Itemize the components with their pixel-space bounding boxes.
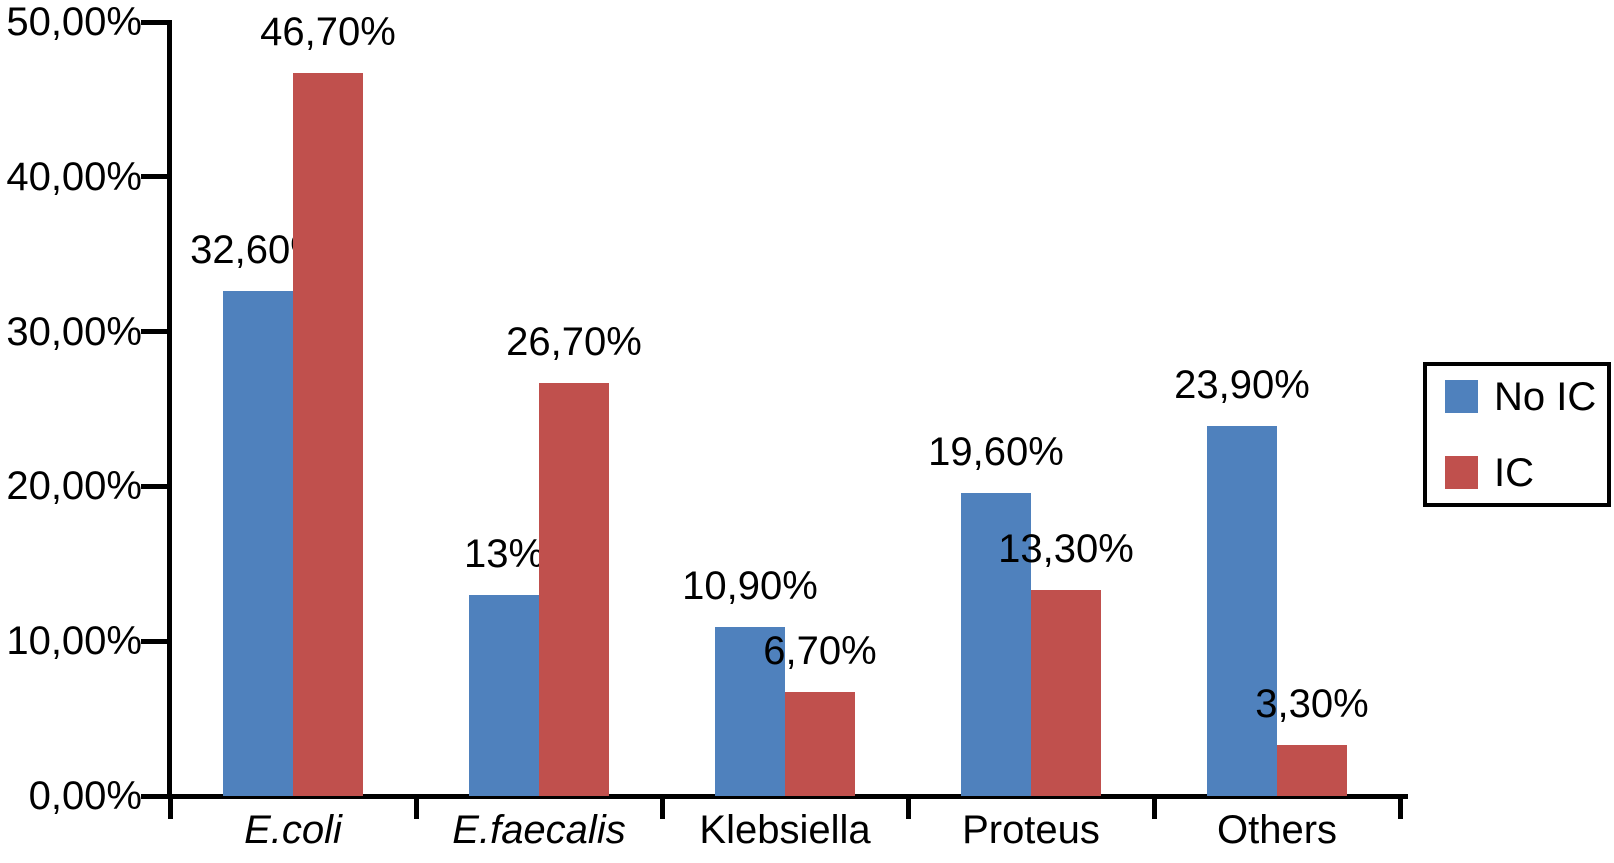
x-axis-tick bbox=[905, 797, 911, 819]
bar-ic-proteus bbox=[1031, 590, 1101, 796]
bar-value-label-no-ic-e-faecalis: 13% bbox=[463, 531, 545, 576]
y-axis-tick-label: 50,00% bbox=[6, 0, 142, 44]
bar-value-label-ic-proteus: 13,30% bbox=[998, 527, 1134, 572]
bar-ic-klebsiella bbox=[785, 692, 855, 796]
x-axis-label-e-faecalis: E.faecalis bbox=[452, 808, 626, 852]
y-axis-tick bbox=[141, 638, 167, 644]
legend-item-ic: IC bbox=[1445, 453, 1607, 493]
y-axis-tick bbox=[141, 329, 167, 335]
bar-value-label-ic-others: 3,30% bbox=[1255, 681, 1369, 726]
x-axis-label-others: Others bbox=[1216, 808, 1338, 852]
y-axis-tick-label: 20,00% bbox=[6, 464, 142, 509]
y-axis-tick-label: 0,00% bbox=[28, 774, 142, 818]
y-axis-line bbox=[167, 20, 172, 799]
y-axis-tick bbox=[141, 483, 167, 489]
y-axis-tick bbox=[141, 19, 167, 25]
y-axis-tick-label: 10,00% bbox=[6, 619, 142, 664]
x-axis-line bbox=[167, 794, 1408, 799]
bar-no-ic-klebsiella bbox=[715, 627, 785, 796]
bar-no-ic-e-faecalis bbox=[469, 594, 539, 796]
bar-no-ic-others bbox=[1207, 426, 1277, 796]
bar-value-label-no-ic-proteus: 19,60% bbox=[928, 429, 1064, 474]
bar-no-ic-proteus bbox=[961, 492, 1031, 796]
y-axis-tick bbox=[141, 174, 167, 180]
x-axis-tick bbox=[1151, 797, 1157, 819]
legend-item-no-ic: No IC bbox=[1445, 377, 1607, 417]
bar-value-label-ic-e-coli: 46,70% bbox=[260, 10, 396, 55]
x-axis-tick bbox=[167, 797, 173, 819]
bar-ic-e-faecalis bbox=[539, 382, 609, 796]
bar-value-label-ic-e-faecalis: 26,70% bbox=[506, 319, 642, 364]
x-axis-tick bbox=[1397, 797, 1403, 819]
legend-swatch-ic-icon bbox=[1445, 456, 1478, 489]
x-axis-label-proteus: Proteus bbox=[962, 808, 1100, 852]
legend-swatch-no-ic-icon bbox=[1445, 380, 1478, 413]
x-axis-label-klebsiella: Klebsiella bbox=[699, 808, 871, 852]
y-axis-tick-label: 30,00% bbox=[6, 309, 142, 354]
x-axis-tick bbox=[659, 797, 665, 819]
x-axis-tick bbox=[413, 797, 419, 819]
y-axis-tick-label: 40,00% bbox=[6, 154, 142, 199]
y-axis-tick bbox=[141, 793, 167, 799]
bar-ic-e-coli bbox=[293, 73, 363, 796]
legend-label-no-ic: No IC bbox=[1494, 374, 1597, 419]
legend-label-ic: IC bbox=[1494, 450, 1534, 495]
bar-value-label-no-ic-others: 23,90% bbox=[1174, 363, 1310, 408]
bar-ic-others bbox=[1277, 744, 1347, 796]
bar-value-label-no-ic-klebsiella: 10,90% bbox=[682, 564, 818, 609]
bar-no-ic-e-coli bbox=[223, 291, 293, 796]
bar-value-label-ic-klebsiella: 6,70% bbox=[763, 629, 877, 674]
x-axis-label-e-coli: E.coli bbox=[244, 808, 342, 852]
legend: No IC IC bbox=[1423, 362, 1611, 507]
